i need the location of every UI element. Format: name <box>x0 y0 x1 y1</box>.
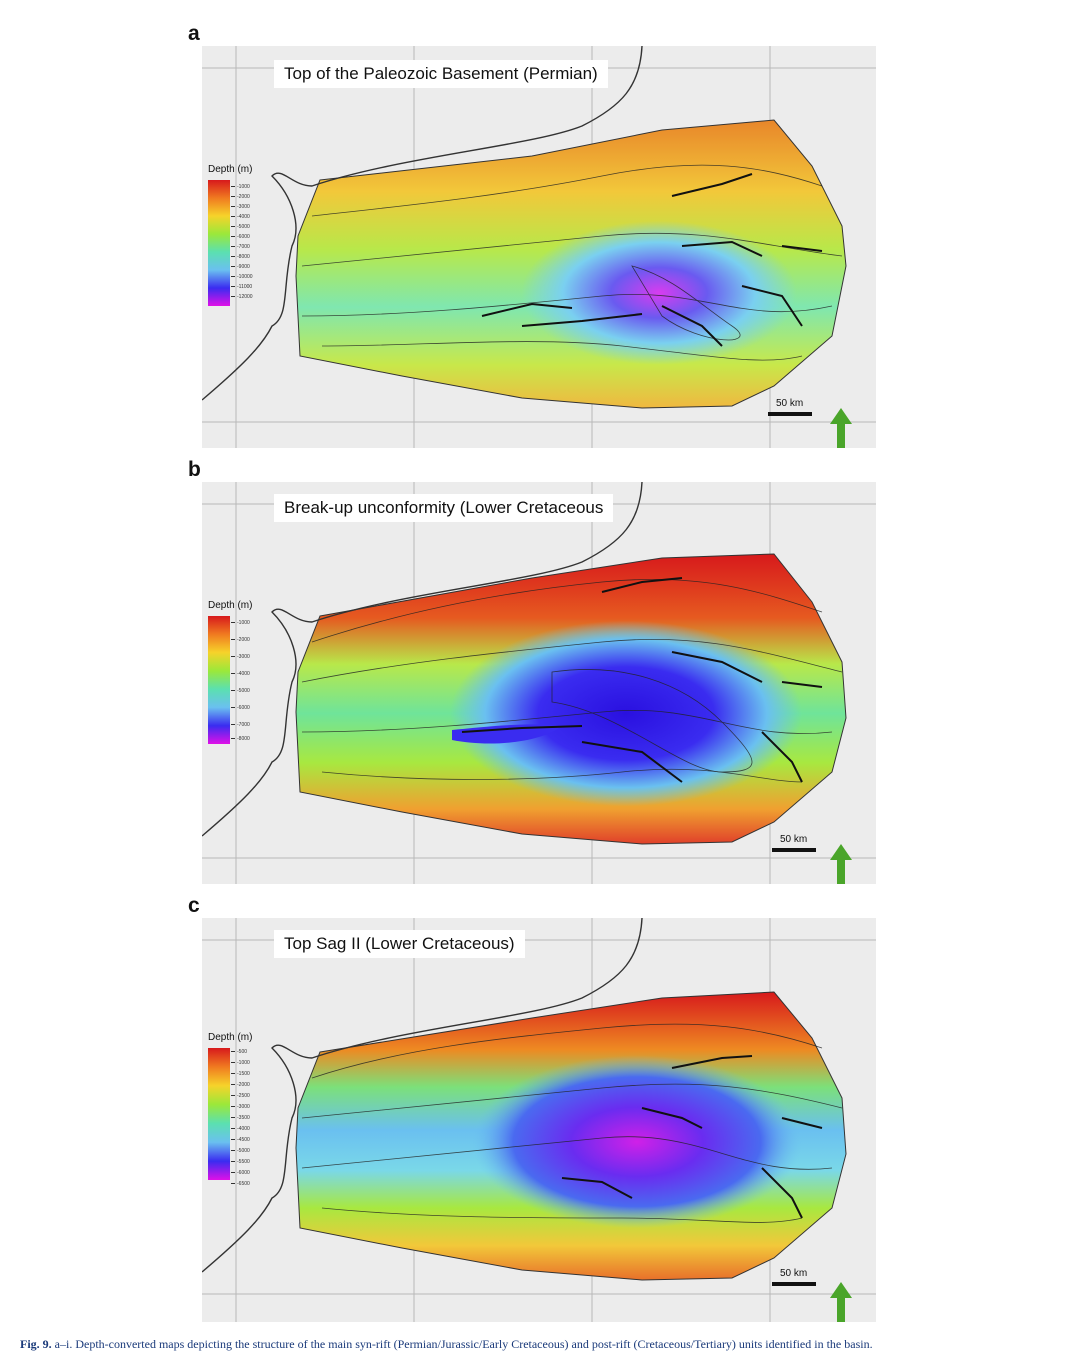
legend-tick: -1000 <box>231 621 250 626</box>
legend-tick: -4000 <box>231 215 250 220</box>
panel-letter-c: c <box>188 894 200 917</box>
scale-label: 50 km <box>780 834 808 845</box>
legend-tick: -8000 <box>231 737 250 742</box>
legend-tick: -4000 <box>231 672 250 677</box>
map-title-c: Top Sag II (Lower Cretaceous) <box>274 930 525 958</box>
legend-tick: -3000 <box>231 205 250 210</box>
legend-title: Depth (m) <box>208 164 253 175</box>
legend-tick: -5000 <box>231 225 250 230</box>
legend-tick: -5500 <box>231 1160 250 1165</box>
map-panel-a: Top of the Paleozoic Basement (Permian) … <box>202 46 876 448</box>
scale-label: 50 km <box>780 1268 808 1279</box>
legend-tick: -6000 <box>231 235 250 240</box>
legend-tick: -1000 <box>231 185 250 190</box>
legend-tick: -500 <box>231 1050 247 1055</box>
scale-label: 50 km <box>776 398 804 409</box>
color-ramp <box>208 180 230 306</box>
map-title-b: Break-up unconformity (Lower Cretaceous <box>274 494 614 522</box>
legend-tick: -5000 <box>231 689 250 694</box>
legend-tick: -11000 <box>231 285 252 290</box>
color-ramp <box>208 616 230 744</box>
panel-letter-a: a <box>188 22 200 45</box>
legend-tick: -1500 <box>231 1072 250 1077</box>
caption-text: a–i. Depth-converted maps depicting the … <box>51 1337 873 1351</box>
legend-tick: -4000 <box>231 1127 250 1132</box>
legend-tick: -10000 <box>231 275 253 280</box>
depth-map-c <box>202 918 876 1322</box>
legend-tick: -3000 <box>231 655 250 660</box>
legend-tick: -2000 <box>231 1083 250 1088</box>
map-panel-c: Top Sag II (Lower Cretaceous) Depth (m) … <box>202 918 876 1322</box>
scale-bar-line <box>772 848 816 852</box>
legend-tick: -8000 <box>231 255 250 260</box>
legend-tick: -4500 <box>231 1138 250 1143</box>
legend-tick: -3000 <box>231 1105 250 1110</box>
north-arrow-icon <box>830 408 852 448</box>
panel-letter-b: b <box>188 458 201 481</box>
color-ramp <box>208 1048 230 1180</box>
legend-tick: -2500 <box>231 1094 250 1099</box>
legend-tick: -3500 <box>231 1116 250 1121</box>
scale-bar-line <box>772 1282 816 1286</box>
legend-tick: -6000 <box>231 1171 250 1176</box>
legend-tick: -12000 <box>231 295 253 300</box>
map-panel-b: Break-up unconformity (Lower Cretaceous … <box>202 482 876 884</box>
legend-tick: -2000 <box>231 195 250 200</box>
legend-tick: -2000 <box>231 638 250 643</box>
legend-tick: -5000 <box>231 1149 250 1154</box>
legend-tick: -1000 <box>231 1061 250 1066</box>
legend-title: Depth (m) <box>208 600 253 611</box>
legend-tick: -6500 <box>231 1182 250 1187</box>
legend-tick: -7000 <box>231 723 250 728</box>
depth-map-a <box>202 46 876 448</box>
legend-tick: -7000 <box>231 245 250 250</box>
north-arrow-icon <box>830 844 852 884</box>
legend-title: Depth (m) <box>208 1032 253 1043</box>
scale-bar-line <box>768 412 812 416</box>
legend-tick: -6000 <box>231 706 250 711</box>
figure-label: Fig. 9. <box>20 1337 52 1351</box>
north-arrow-icon <box>830 1282 852 1322</box>
map-title-a: Top of the Paleozoic Basement (Permian) <box>274 60 608 88</box>
figure-caption: Fig. 9. a–i. Depth-converted maps depict… <box>20 1337 1060 1352</box>
legend-tick: -9000 <box>231 265 250 270</box>
depth-map-b <box>202 482 876 884</box>
